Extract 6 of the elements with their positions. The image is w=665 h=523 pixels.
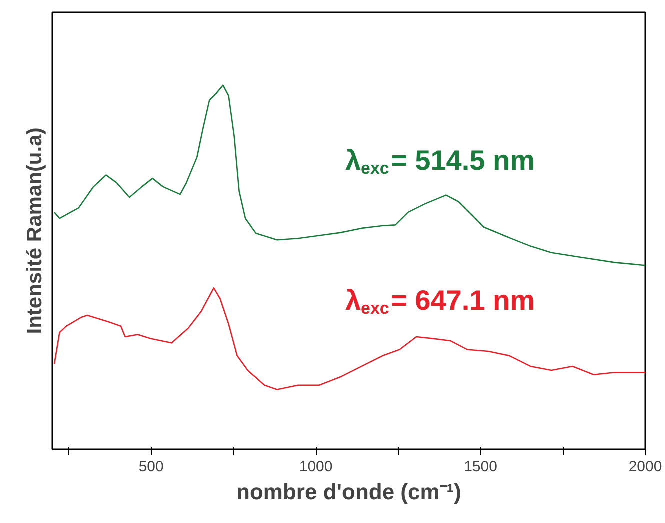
x-tick-label: 500 <box>138 458 164 476</box>
x-axis-title: nombre d'onde (cm⁻¹) <box>236 480 462 504</box>
x-tick-label: 1500 <box>464 458 498 476</box>
x-tick-label: 2000 <box>628 458 662 476</box>
x-tick-label: 1000 <box>299 458 333 476</box>
y-axis-title: Intensité Raman(u.a) <box>24 128 46 334</box>
